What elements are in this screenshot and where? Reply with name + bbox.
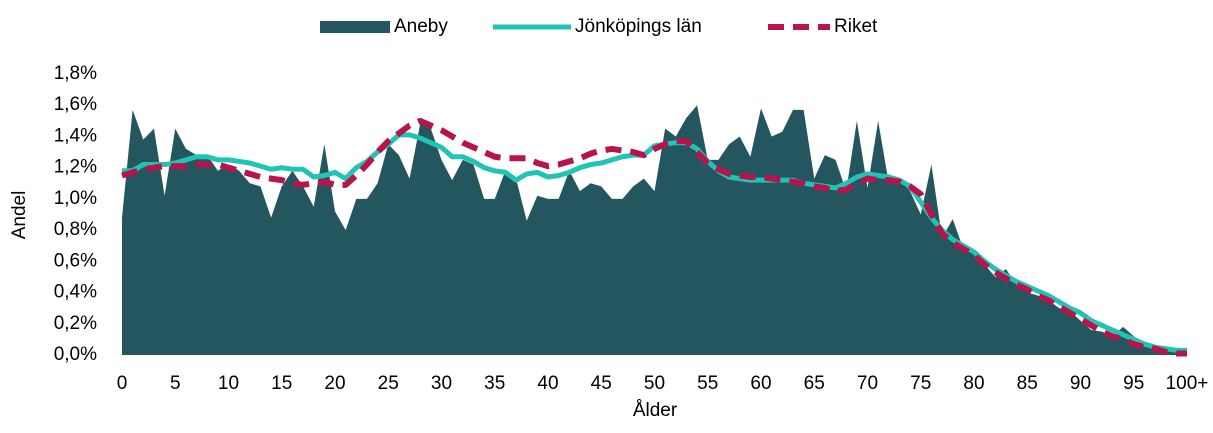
y-tick-label: 0,0% [54, 344, 97, 365]
x-tick-label: 35 [484, 373, 505, 394]
x-tick-label: 95 [1123, 373, 1144, 394]
x-tick-label: 30 [431, 373, 452, 394]
x-tick-label: 25 [378, 373, 399, 394]
line [121, 117, 1187, 357]
y-tick-label: 1,6% [54, 94, 97, 115]
x-tick-label: 0 [117, 373, 128, 394]
legend-label: Riket [834, 16, 878, 37]
legend-swatch [320, 21, 390, 33]
legend-label: Aneby [394, 16, 448, 37]
x-tick-label: 60 [750, 373, 771, 394]
y-tick-label: 0,4% [54, 282, 97, 303]
x-tick-label: 40 [537, 373, 558, 394]
x-tick-label: 10 [218, 373, 239, 394]
y-tick-label: 0,2% [54, 313, 97, 334]
x-tick-label: 100+ [1166, 373, 1209, 394]
x-tick-label: 65 [804, 373, 825, 394]
x-axis-label: Ålder [633, 400, 678, 421]
x-tick-label: 85 [1017, 373, 1038, 394]
y-tick-label: 1,4% [54, 125, 97, 146]
x-tick-label: 5 [170, 373, 181, 394]
legend-label: Jönköpings län [575, 16, 702, 37]
y-tick-label: 1,0% [54, 188, 97, 209]
y-tick-label: 0,8% [54, 219, 97, 240]
x-tick-label: 90 [1070, 373, 1091, 394]
y-tick-label: 0,6% [54, 250, 97, 271]
y-tick-label: 1,8% [54, 63, 97, 84]
y-tick-label: 1,2% [54, 157, 97, 178]
x-tick-label: 75 [910, 373, 931, 394]
x-tick-label: 15 [271, 373, 292, 394]
x-tick-label: 55 [697, 373, 718, 394]
x-tick-label: 45 [591, 373, 612, 394]
area [122, 105, 1187, 355]
x-tick-label: 80 [963, 373, 984, 394]
x-tick-label: 50 [644, 373, 665, 394]
x-tick-label: 70 [857, 373, 878, 394]
y-axis-label: Andel [9, 191, 30, 240]
x-tick-label: 20 [324, 373, 345, 394]
